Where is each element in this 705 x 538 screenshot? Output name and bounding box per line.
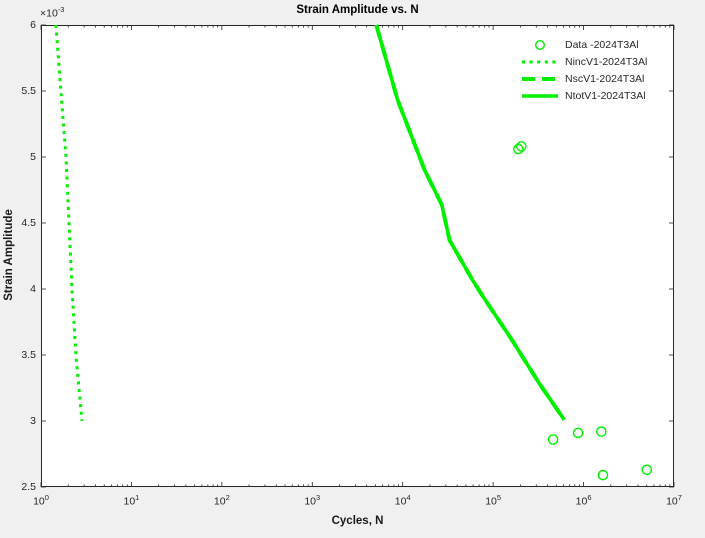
- axis-ticks: [40, 24, 675, 488]
- legend-row: Data -2024T3Al: [521, 36, 647, 53]
- legend-sample-solid-line: [522, 93, 558, 98]
- x-tick-label: 102: [213, 493, 230, 508]
- legend-sample-dashed-line: [522, 76, 558, 81]
- legend-sample-marker: [534, 39, 546, 50]
- y-tick-label: 4: [30, 283, 36, 295]
- y-tick-label: 4.5: [21, 217, 36, 229]
- plot-area: [41, 25, 674, 487]
- data-point-marker: [547, 434, 559, 445]
- axes-frame: [41, 25, 674, 487]
- series-layer: [54, 24, 653, 481]
- data-point-marker: [513, 143, 524, 155]
- legend-label: NtotV1-2024T3Al: [565, 89, 646, 102]
- data-point-marker: [572, 427, 584, 439]
- x-tick-label: 107: [666, 493, 682, 508]
- data-point-marker: [596, 426, 607, 437]
- y-axis-label: Strain Amplitude: [3, 209, 15, 301]
- legend-sample-dotted-line: [522, 60, 558, 63]
- x-tick-label: 106: [575, 493, 592, 508]
- y-exponent-power: -3: [57, 5, 65, 14]
- legend-row: NscV1-2024T3Al: [521, 70, 647, 87]
- legend-label: NincV1-2024T3Al: [565, 55, 648, 68]
- y-tick-label: 5.5: [21, 85, 36, 97]
- legend-row: NincV1-2024T3Al: [521, 53, 647, 70]
- curve-nincv1: [54, 24, 84, 422]
- y-tick-label: 2.5: [21, 481, 36, 493]
- data-point-marker: [641, 464, 653, 476]
- legend: Data -2024T3Al NincV1-2024T3Al NscV1-2024T…: [521, 36, 647, 104]
- curve-ntotv1: [374, 24, 566, 421]
- y-axis-exponent-label: ×10-3: [40, 5, 64, 20]
- y-exponent-base: ×10: [40, 7, 58, 20]
- data-point-marker: [516, 141, 527, 152]
- legend-label: NscV1-2024T3Al: [565, 72, 645, 85]
- y-tick-label: 3: [30, 415, 36, 427]
- x-tick-label: 100: [33, 493, 49, 508]
- legend-label: Data -2024T3Al: [565, 38, 639, 51]
- y-tick-label: 5: [30, 151, 36, 163]
- x-tick-label: 105: [485, 493, 502, 508]
- x-tick-label: 104: [394, 493, 411, 508]
- x-tick-label: 101: [123, 493, 140, 508]
- legend-row: NtotV1-2024T3Al: [521, 87, 647, 104]
- x-axis-label: Cycles, N: [331, 515, 384, 527]
- x-tick-label: 103: [304, 493, 321, 508]
- y-tick-label: 3.5: [21, 349, 36, 361]
- y-tick-label: 6: [30, 19, 36, 31]
- data-point-marker: [597, 469, 609, 481]
- chart-title: Strain Amplitude vs. N: [296, 4, 419, 16]
